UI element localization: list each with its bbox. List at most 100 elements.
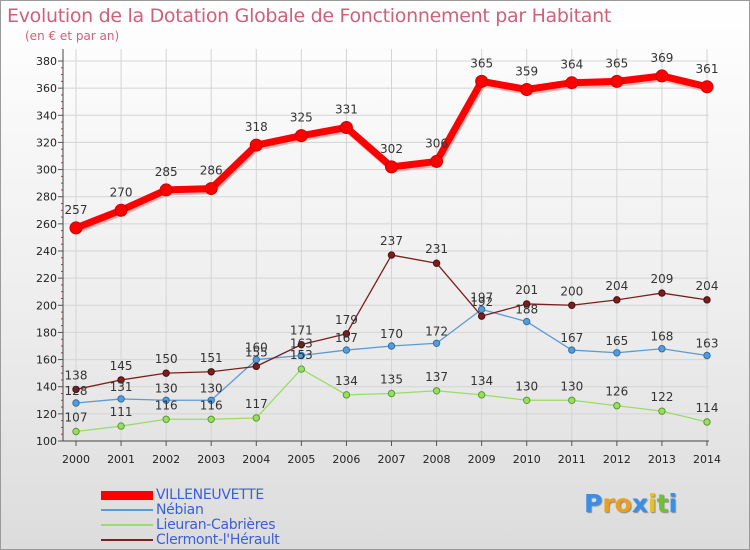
y-tick-label: 240 xyxy=(36,245,57,258)
data-label-lieuran-cabrieres: 126 xyxy=(605,385,628,399)
data-label-clermont-lherault: 171 xyxy=(290,324,313,338)
logo-letter: x xyxy=(631,489,648,518)
data-label-clermont-lherault: 231 xyxy=(425,242,448,256)
data-label-clermont-lherault: 209 xyxy=(650,272,673,286)
data-point-villeneuvette xyxy=(69,221,83,235)
data-point-villeneuvette xyxy=(655,69,669,83)
data-label-clermont-lherault: 201 xyxy=(515,283,538,297)
x-tick-label: 2014 xyxy=(693,453,721,466)
data-label-nebian: 167 xyxy=(335,331,358,345)
x-tick-label: 2004 xyxy=(242,453,270,466)
data-point-lieuran-cabrieres xyxy=(432,387,441,395)
data-point-nebian xyxy=(613,349,621,357)
x-tick-label: 2005 xyxy=(287,453,315,466)
data-label-lieuran-cabrieres: 116 xyxy=(200,398,223,412)
logo-letter: P xyxy=(584,489,603,518)
data-point-clermont-lherault xyxy=(252,362,260,371)
data-point-nebian xyxy=(658,345,666,353)
legend-label-nebian: Nébian xyxy=(156,502,204,518)
data-label-nebian: 188 xyxy=(515,303,538,317)
data-point-nebian xyxy=(117,395,125,403)
legend-swatch-nebian xyxy=(101,509,153,511)
data-point-villeneuvette xyxy=(339,121,353,134)
data-point-lieuran-cabrieres xyxy=(658,407,666,415)
data-point-lieuran-cabrieres xyxy=(477,391,486,399)
legend-label-clermont-lherault: Clermont-l'Hérault xyxy=(156,532,280,548)
data-point-villeneuvette xyxy=(385,160,398,174)
data-label-nebian: 131 xyxy=(110,380,133,394)
data-label-clermont-lherault: 138 xyxy=(65,368,88,382)
data-label-lieuran-cabrieres: 153 xyxy=(290,348,313,362)
data-label-nebian: 163 xyxy=(290,337,313,351)
data-point-clermont-lherault xyxy=(568,301,576,309)
data-label-nebian: 197 xyxy=(470,290,493,304)
proxiti-logo: Proxiti xyxy=(584,489,677,518)
data-point-lieuran-cabrieres xyxy=(568,396,576,404)
data-point-villeneuvette xyxy=(159,183,173,197)
data-label-clermont-lherault: 192 xyxy=(470,295,493,309)
legend-item-lieuran-cabrieres: Lieuran-Cabrières xyxy=(101,517,276,533)
data-point-clermont-lherault xyxy=(703,296,711,304)
data-point-clermont-lherault xyxy=(72,385,80,394)
data-label-clermont-lherault: 204 xyxy=(605,279,628,293)
data-point-clermont-lherault xyxy=(432,259,441,267)
data-point-lieuran-cabrieres xyxy=(252,414,260,422)
data-label-villeneuvette: 331 xyxy=(335,103,358,117)
data-label-villeneuvette: 365 xyxy=(605,56,628,70)
data-point-nebian xyxy=(162,396,170,404)
data-point-clermont-lherault xyxy=(117,376,125,384)
y-tick-label: 220 xyxy=(36,272,57,285)
legend-item-clermont-lherault: Clermont-l'Hérault xyxy=(101,532,280,548)
data-point-clermont-lherault xyxy=(477,312,486,320)
data-point-villeneuvette xyxy=(700,80,714,94)
data-label-clermont-lherault: 237 xyxy=(380,234,403,248)
data-point-nebian xyxy=(432,339,441,347)
y-tick-label: 180 xyxy=(36,326,57,339)
logo-letter: i xyxy=(648,489,657,518)
data-point-nebian xyxy=(72,399,80,407)
x-tick-label: 2013 xyxy=(648,453,676,466)
data-point-villeneuvette xyxy=(565,76,579,90)
data-label-villeneuvette: 270 xyxy=(110,185,133,199)
y-tick-label: 360 xyxy=(36,82,57,95)
legend-label-villeneuvette: VILLENEUVETTE xyxy=(156,487,264,503)
legend-swatch-lieuran-cabrieres xyxy=(101,524,153,526)
x-tick-label: 2009 xyxy=(468,453,496,466)
data-label-lieuran-cabrieres: 137 xyxy=(425,370,448,384)
data-label-villeneuvette: 359 xyxy=(515,65,538,79)
data-label-nebian: 163 xyxy=(696,337,719,351)
y-tick-label: 160 xyxy=(36,354,57,367)
data-point-villeneuvette xyxy=(114,203,128,217)
y-tick-label: 380 xyxy=(36,55,57,68)
logo-letter: r xyxy=(602,489,615,518)
data-point-villeneuvette xyxy=(520,83,534,96)
data-point-villeneuvette xyxy=(610,74,624,88)
data-label-clermont-lherault: 151 xyxy=(200,351,223,365)
data-label-lieuran-cabrieres: 135 xyxy=(380,373,403,387)
x-tick-label: 2006 xyxy=(332,453,360,466)
data-label-villeneuvette: 306 xyxy=(425,136,448,150)
x-tick-label: 2007 xyxy=(378,453,406,466)
data-label-lieuran-cabrieres: 111 xyxy=(110,405,133,419)
data-label-nebian: 168 xyxy=(650,330,673,344)
data-point-clermont-lherault xyxy=(207,368,215,376)
x-tick-label: 2012 xyxy=(603,453,631,466)
x-tick-label: 2001 xyxy=(107,453,135,466)
data-label-lieuran-cabrieres: 114 xyxy=(696,401,719,415)
data-label-lieuran-cabrieres: 130 xyxy=(560,379,583,393)
data-label-lieuran-cabrieres: 117 xyxy=(245,397,268,411)
legend-label-lieuran-cabrieres: Lieuran-Cabrières xyxy=(156,517,276,533)
data-point-clermont-lherault xyxy=(387,251,396,259)
x-tick-label: 2002 xyxy=(152,453,180,466)
data-point-nebian xyxy=(342,346,351,354)
data-label-villeneuvette: 257 xyxy=(65,203,88,217)
data-label-nebian: 165 xyxy=(605,334,628,348)
x-tick-label: 2011 xyxy=(558,453,586,466)
logo-letter: o xyxy=(614,489,632,518)
legend-item-villeneuvette: VILLENEUVETTE xyxy=(101,487,264,503)
data-point-villeneuvette xyxy=(475,74,489,88)
data-label-villeneuvette: 361 xyxy=(696,62,719,76)
data-label-villeneuvette: 302 xyxy=(380,142,403,156)
data-point-clermont-lherault xyxy=(523,300,531,308)
data-point-nebian xyxy=(387,342,396,350)
